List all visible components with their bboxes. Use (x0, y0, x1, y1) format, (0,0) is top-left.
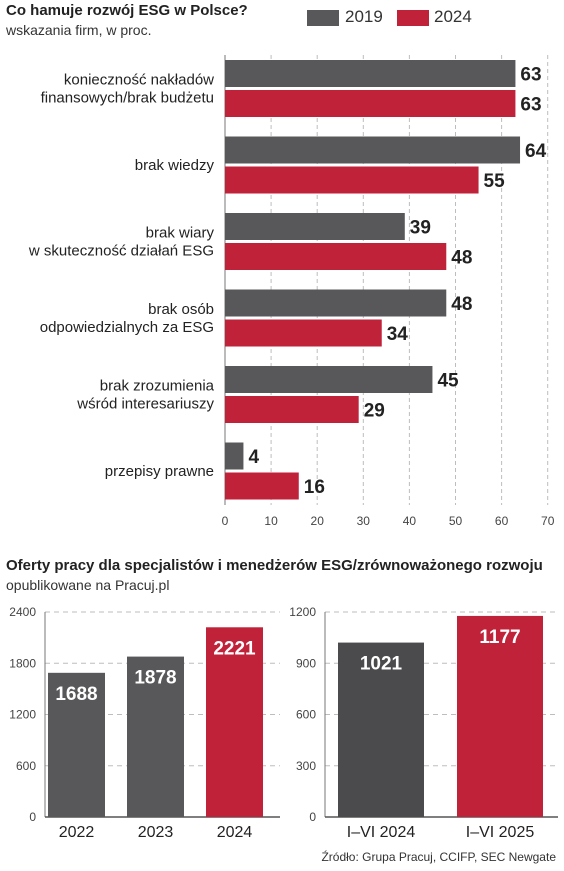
x-category-label: 2024 (217, 824, 253, 841)
bar-value-label: 1021 (360, 654, 403, 675)
category-label: finansowych/brak budżetu (41, 90, 214, 107)
bar-2024 (225, 243, 447, 270)
y-tick-label: 0 (309, 810, 316, 824)
category-label: wśród interesariuszy (76, 396, 214, 413)
bar-2019 (225, 366, 433, 393)
bar-value-label: 1878 (134, 668, 176, 689)
chart2-title: Oferty pracy dla specjalistów i menedżer… (6, 557, 543, 574)
x-tick-label: 60 (495, 514, 509, 528)
bar-2024 (225, 90, 516, 117)
category-label: brak osób (148, 301, 214, 318)
bar-value-label: 34 (387, 324, 409, 345)
bar-2019 (225, 60, 516, 87)
x-category-label: 2022 (59, 824, 95, 841)
bar-value-label: 48 (451, 248, 472, 269)
bar (457, 615, 543, 817)
category-label: brak zrozumienia (100, 378, 215, 395)
y-tick-label: 600 (296, 708, 316, 722)
chart1-plot: 0 10 20 30 40 50 60 70 konieczność nakładówfinan… (28, 55, 555, 528)
bar-2019 (225, 213, 405, 240)
category-label: brak wiedzy (135, 157, 215, 174)
category-label: w skuteczność działań ESG (28, 243, 214, 260)
bar-2019 (225, 136, 521, 164)
x-category-label: 2023 (138, 824, 174, 841)
x-tick-label: 10 (264, 514, 278, 528)
y-tick-label: 2400 (9, 605, 36, 619)
bar-value-label: 63 (520, 95, 541, 116)
bar-value-label: 1688 (55, 684, 97, 705)
y-tick-label: 1200 (289, 605, 316, 619)
x-tick-label: 40 (403, 514, 417, 528)
bar-value-label: 63 (520, 65, 541, 86)
bar-2019 (225, 442, 244, 470)
bar-2024 (225, 472, 299, 500)
bar-2024 (225, 166, 479, 194)
x-category-label: I–VI 2024 (347, 824, 416, 841)
bar (338, 642, 424, 817)
legend-label-2019: 2019 (345, 7, 383, 26)
bar (127, 656, 184, 817)
bar-2024 (225, 396, 359, 423)
bar-2024 (225, 319, 382, 347)
bar-value-label: 55 (484, 171, 506, 192)
chart2-plots: 0 600 1200 1800 2400 1688 2022 1878 2023 2221 2024… (9, 605, 558, 841)
chart2-subtitle: opublikowane na Pracuj.pl (6, 577, 170, 593)
x-tick-label: 70 (541, 514, 555, 528)
legend-label-2024: 2024 (434, 7, 472, 26)
x-tick-label: 50 (449, 514, 463, 528)
bar (48, 672, 105, 817)
category-label: konieczność nakładów (64, 72, 214, 89)
bar (206, 627, 263, 817)
source-note: Źródło: Grupa Pracuj, CCIFP, SEC Newgate (321, 850, 556, 864)
bar-value-label: 39 (410, 218, 431, 239)
bar-value-label: 29 (364, 401, 385, 422)
bar-value-label: 2221 (213, 638, 256, 659)
bar-value-label: 4 (248, 447, 259, 468)
chart1-subtitle: wskazania firm, w proc. (6, 22, 152, 38)
bar-value-label: 48 (451, 294, 472, 315)
y-tick-label: 300 (296, 759, 316, 773)
category-label: odpowiedzialnych za ESG (40, 319, 214, 336)
x-tick-label: 20 (311, 514, 325, 528)
y-tick-label: 600 (16, 759, 36, 773)
x-tick-label: 0 (222, 514, 229, 528)
x-category-label: I–VI 2025 (466, 824, 535, 841)
legend-swatch-2024 (397, 10, 429, 26)
y-tick-label: 900 (296, 656, 316, 670)
bar-value-label: 64 (525, 141, 547, 162)
y-tick-label: 1200 (9, 708, 36, 722)
bar-value-label: 45 (437, 371, 459, 392)
x-tick-label: 30 (357, 514, 371, 528)
bar-2019 (225, 289, 447, 317)
y-tick-label: 1800 (9, 656, 36, 670)
legend-swatch-2019 (307, 10, 339, 26)
bar-value-label: 16 (304, 477, 325, 498)
y-tick-label: 0 (29, 810, 36, 824)
chart1-title: Co hamuje rozwój ESG w Polsce? (6, 2, 248, 19)
category-label: przepisy prawne (105, 463, 214, 480)
bar-value-label: 1177 (479, 627, 520, 648)
category-label: brak wiary (146, 225, 215, 242)
